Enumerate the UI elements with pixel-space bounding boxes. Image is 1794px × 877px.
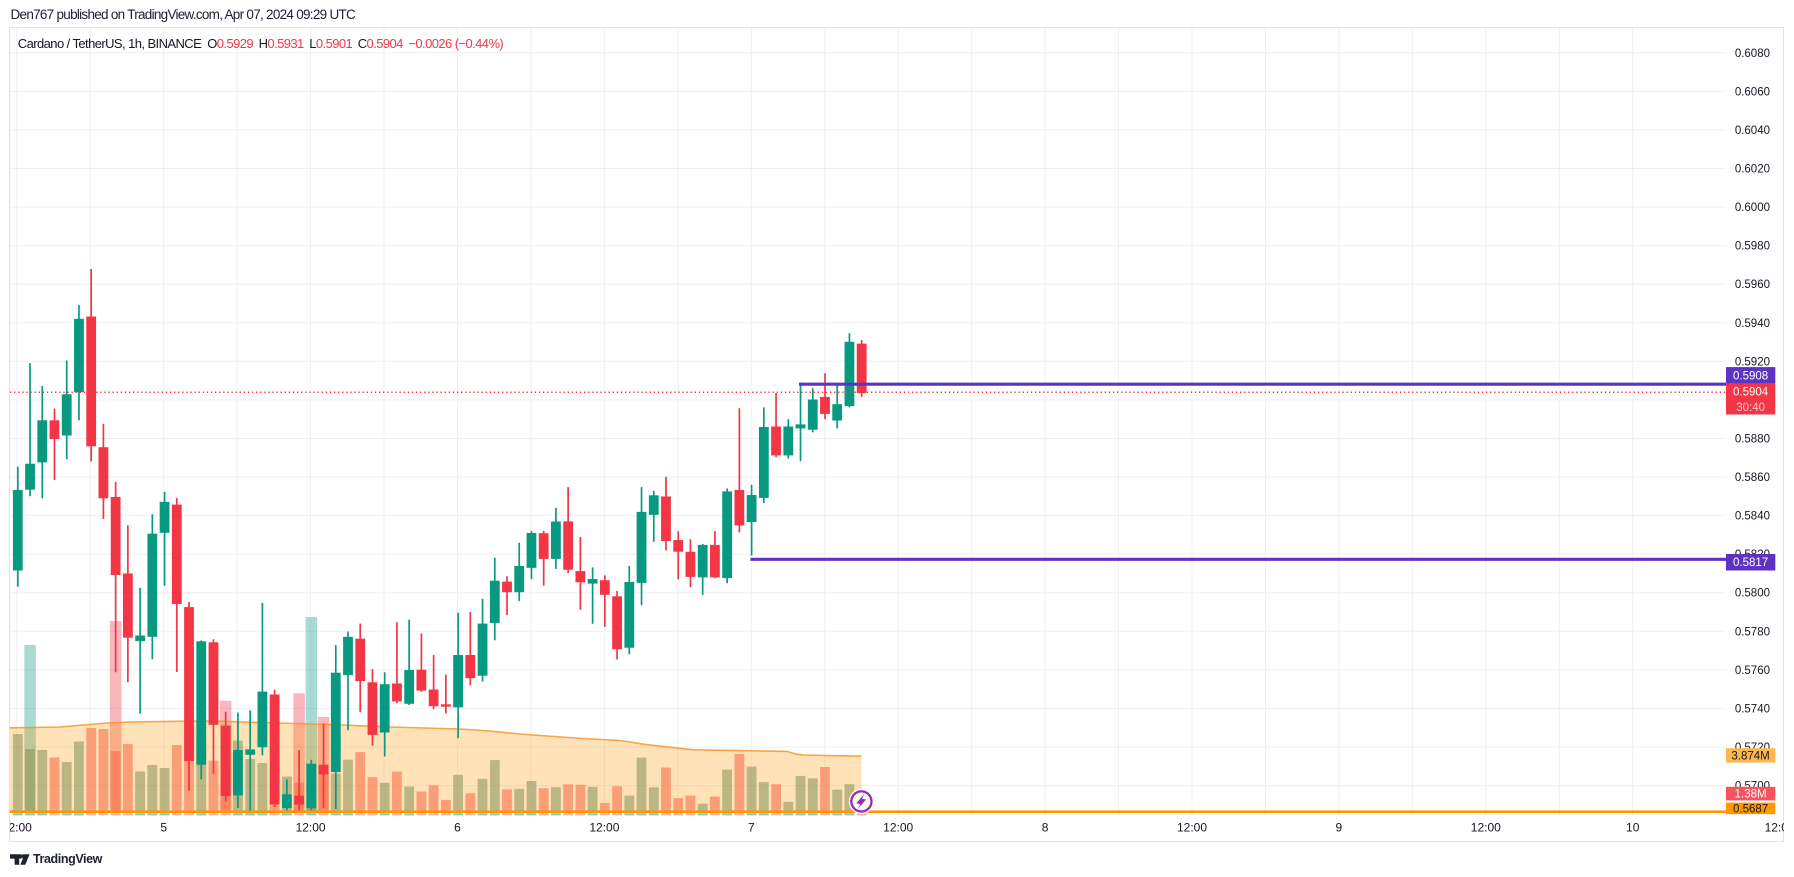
svg-text:0.5908: 0.5908 xyxy=(1733,370,1768,382)
svg-text:6: 6 xyxy=(454,821,461,835)
svg-text:1.38M: 1.38M xyxy=(1735,789,1767,801)
svg-text:12:00: 12:00 xyxy=(2,821,32,835)
svg-text:0.5687: 0.5687 xyxy=(1733,803,1768,815)
svg-text:7: 7 xyxy=(748,821,755,835)
svg-text:0.6040: 0.6040 xyxy=(1735,125,1770,137)
svg-text:3.874M: 3.874M xyxy=(1731,750,1769,762)
svg-text:0.5760: 0.5760 xyxy=(1735,665,1770,677)
svg-text:0.5980: 0.5980 xyxy=(1735,241,1770,253)
svg-text:0.5860: 0.5860 xyxy=(1735,472,1770,484)
svg-text:0.5780: 0.5780 xyxy=(1735,626,1770,638)
svg-text:8: 8 xyxy=(1042,821,1049,835)
svg-text:12:00: 12:00 xyxy=(1765,821,1794,835)
svg-text:12:00: 12:00 xyxy=(296,821,326,835)
svg-text:0.5840: 0.5840 xyxy=(1735,511,1770,523)
svg-text:0.5960: 0.5960 xyxy=(1735,279,1770,291)
svg-text:12:00: 12:00 xyxy=(589,821,619,835)
svg-text:0.5740: 0.5740 xyxy=(1735,703,1770,715)
svg-text:0.6080: 0.6080 xyxy=(1735,48,1770,60)
svg-text:0.6020: 0.6020 xyxy=(1735,164,1770,176)
svg-text:0.5920: 0.5920 xyxy=(1735,356,1770,368)
svg-text:0.5817: 0.5817 xyxy=(1733,557,1768,569)
svg-text:9: 9 xyxy=(1336,821,1343,835)
svg-text:0.5880: 0.5880 xyxy=(1735,434,1770,446)
svg-text:12:00: 12:00 xyxy=(1471,821,1501,835)
svg-text:30:40: 30:40 xyxy=(1736,402,1765,414)
svg-text:0.5904: 0.5904 xyxy=(1733,386,1769,398)
svg-text:0.6060: 0.6060 xyxy=(1735,86,1770,98)
svg-text:5: 5 xyxy=(160,821,167,835)
svg-text:12:00: 12:00 xyxy=(883,821,913,835)
svg-text:10: 10 xyxy=(1626,821,1640,835)
svg-text:0.5800: 0.5800 xyxy=(1735,588,1770,600)
svg-text:0.5940: 0.5940 xyxy=(1735,318,1770,330)
svg-text:0.6000: 0.6000 xyxy=(1735,202,1770,214)
svg-text:12:00: 12:00 xyxy=(1177,821,1207,835)
